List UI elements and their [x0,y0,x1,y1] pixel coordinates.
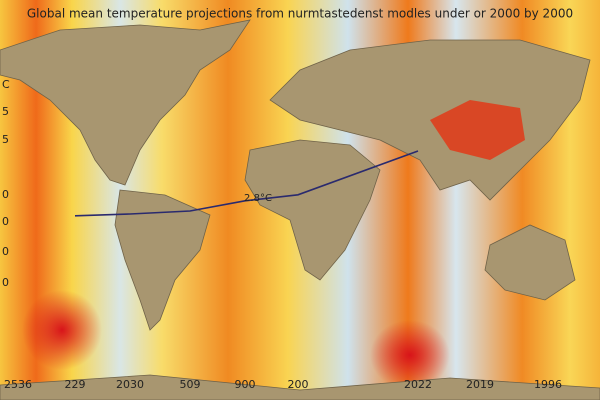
x-tick-label: 2022 [404,378,432,391]
y-tick-label: 5 [2,133,9,146]
line [74,150,419,217]
x-tick-label: 509 [180,378,201,391]
y-tick-label: 0 [2,276,9,289]
africa [244,139,381,281]
continents [0,19,600,400]
y-tick-label: 0 [2,215,9,228]
heat-region [430,100,525,160]
x-tick-label: 229 [65,378,86,391]
x-tick-label: 900 [235,378,256,391]
x-tick-label: 2030 [116,378,144,391]
chart-title: Global mean temperature projections from… [27,7,573,21]
annotation: 2.8°C [244,193,272,204]
x-tick-label: 1996 [534,378,562,391]
x-tick-label: 2536 [4,378,32,391]
hot-spot [22,290,102,370]
antarctica [0,374,600,400]
y-tick-label: 0 [2,245,9,258]
x-tick-label: 200 [288,378,309,391]
y-tick-label: C [2,78,10,91]
australia [484,224,576,301]
y-tick-label: 0 [2,188,9,201]
south-america [114,189,211,331]
y-tick-label: 5 [2,105,9,118]
x-tick-label: 2019 [466,378,494,391]
hot-spot [370,320,450,390]
north-america [0,19,251,186]
